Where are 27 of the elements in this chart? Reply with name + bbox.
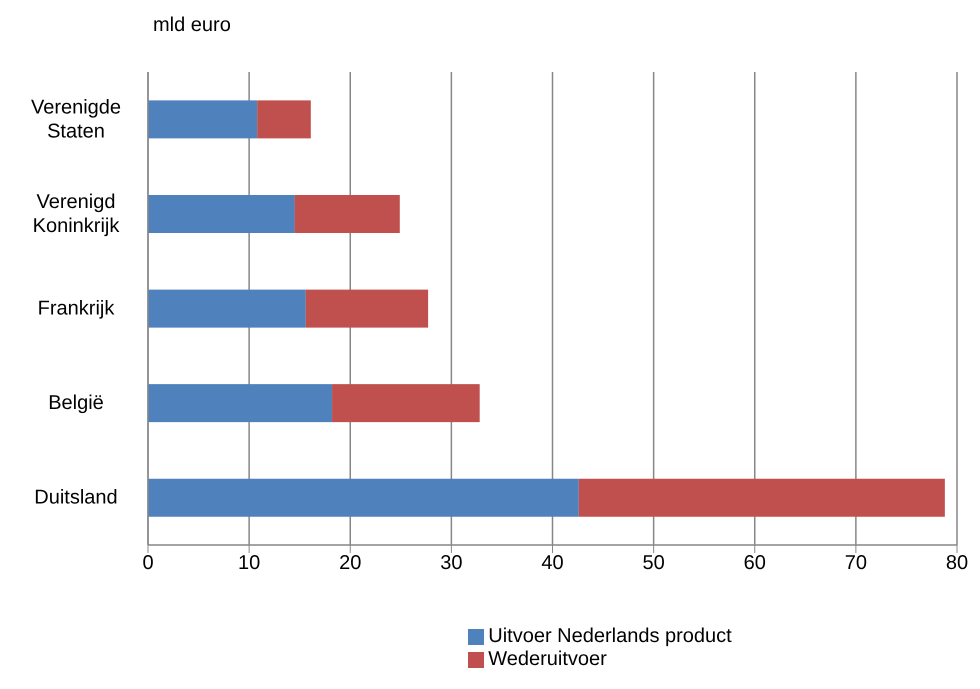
x-tick-label: 30: [440, 552, 462, 574]
bar: [294, 194, 400, 233]
x-tick-label: 80: [946, 552, 968, 574]
y-axis-title: mld euro: [153, 14, 231, 37]
bar: [148, 478, 579, 517]
y-tick-label: Frankrijk: [38, 298, 116, 320]
bar: [257, 100, 311, 138]
bar: [332, 384, 480, 422]
x-tick-label: 60: [744, 552, 766, 574]
x-tick-label: 70: [844, 552, 867, 574]
x-tick-label: 40: [541, 552, 564, 574]
bar: [148, 194, 295, 233]
x-tick-label: 50: [642, 552, 665, 574]
y-tick-label: België: [48, 392, 104, 414]
y-tick-label: Verenigd Koninkrijk: [32, 190, 120, 237]
legend-label: Wederuitvoer: [488, 648, 607, 670]
bar: [578, 478, 945, 517]
legend-label: Uitvoer Nederlands product: [488, 625, 732, 647]
x-tick-label: 10: [238, 552, 260, 574]
y-tick-label: Verenigde Staten: [30, 96, 122, 142]
bar: [148, 100, 258, 138]
bar: [148, 384, 332, 422]
y-tick-label: Duitsland: [34, 486, 118, 509]
bar: [148, 290, 306, 328]
x-tick-label: 20: [339, 552, 362, 574]
x-tick-label: 0: [142, 552, 154, 574]
bar: [306, 290, 428, 328]
